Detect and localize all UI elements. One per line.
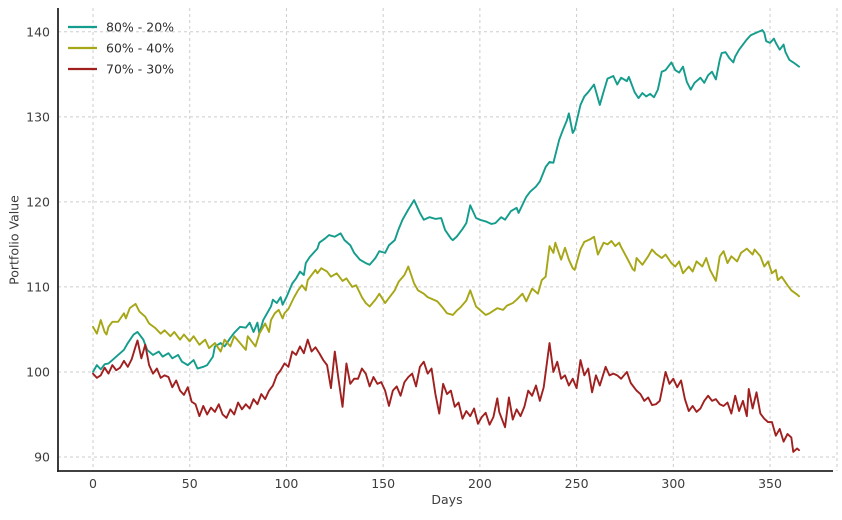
y-tick-label: 90 [34, 449, 50, 464]
x-tick-label: 100 [275, 476, 299, 491]
legend-label: 70% - 30% [106, 62, 174, 77]
legend-label: 80% - 20% [106, 20, 174, 35]
legend-label: 60% - 40% [106, 41, 174, 56]
x-tick-label: 0 [89, 476, 97, 491]
y-tick-label: 120 [26, 194, 50, 209]
x-tick-label: 250 [565, 476, 589, 491]
series-line-60-40- [92, 235, 800, 353]
y-tick-label: 140 [26, 24, 50, 39]
y-tick-label: 130 [26, 109, 50, 124]
y-axis-title: Portfolio Value [6, 195, 22, 285]
x-tick-label: 150 [371, 476, 395, 491]
series-line-70-30- [92, 338, 800, 453]
y-tick-label: 100 [26, 364, 50, 379]
x-tick-label: 300 [661, 476, 685, 491]
y-tick-label: 110 [26, 279, 50, 294]
x-axis-title: Days [431, 492, 463, 507]
x-tick-label: 200 [468, 476, 492, 491]
x-tick-label: 50 [182, 476, 198, 491]
x-tick-label: 350 [758, 476, 782, 491]
series-line-80-20- [92, 29, 800, 373]
